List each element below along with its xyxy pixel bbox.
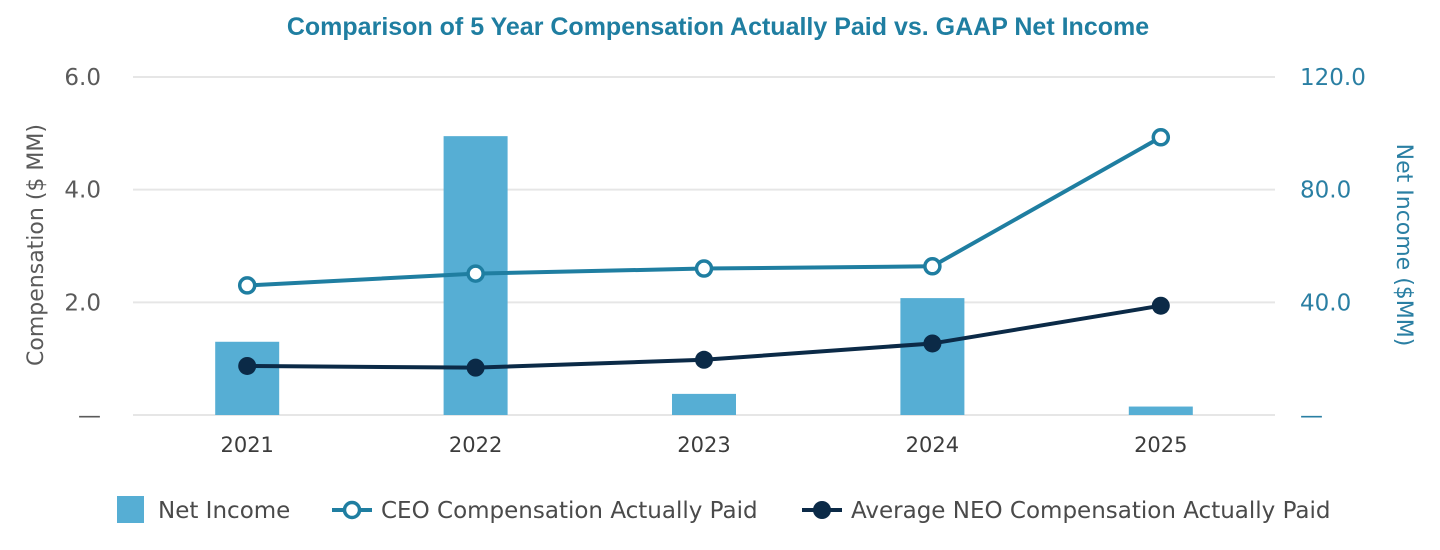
chart-title: Comparison of 5 Year Compensation Actual… — [287, 13, 1149, 41]
net-income-bar — [672, 393, 736, 415]
legend-net-income-swatch — [117, 496, 144, 523]
x-tick-label: 2024 — [906, 433, 959, 457]
left-tick-label: — — [78, 403, 101, 429]
left-tick-label: 4.0 — [64, 178, 101, 204]
legend-ceo-label: CEO Compensation Actually Paid — [381, 498, 758, 524]
ceo-compensation-point — [923, 257, 942, 276]
ceo-compensation-point — [1151, 128, 1171, 147]
ceo-compensation-point — [466, 264, 485, 283]
x-axis-ticks: 2021 2022 2023 2024 2025 — [220, 433, 1187, 457]
x-tick-label: 2021 — [220, 433, 273, 457]
right-tick-label: 120.0 — [1300, 65, 1366, 91]
left-tick-label: 2.0 — [64, 290, 101, 316]
legend-ceo-marker — [342, 500, 362, 520]
net-income-bar — [900, 298, 965, 415]
ceo-compensation-point — [237, 276, 257, 295]
x-tick-label: 2023 — [677, 433, 730, 457]
neo-compensation-point — [923, 334, 942, 353]
right-tick-label: 80.0 — [1300, 178, 1351, 204]
right-tick-label: — — [1300, 403, 1323, 429]
neo-compensation-point — [466, 358, 485, 377]
legend: Net Income CEO Compensation Actually Paid… — [117, 496, 1331, 524]
compensation-lines — [237, 128, 1171, 377]
left-axis-label: Compensation ($ MM) — [24, 124, 49, 366]
right-tick-label: 40.0 — [1300, 290, 1351, 316]
right-axis-ticks: — 40.0 80.0 120.0 — [1300, 65, 1366, 429]
ceo-compensation-point — [694, 259, 714, 278]
legend-net-income-label: Net Income — [158, 498, 290, 524]
neo-compensation-point — [695, 350, 713, 369]
legend-neo-label: Average NEO Compensation Actually Paid — [851, 498, 1331, 524]
left-tick-label: 6.0 — [64, 65, 101, 91]
neo-compensation-point — [238, 356, 257, 375]
left-axis-ticks: — 2.0 4.0 6.0 — [64, 65, 101, 429]
right-axis-label: Net Income ($MM) — [1391, 144, 1416, 347]
net-income-bar — [215, 341, 280, 415]
net-income-bar — [1128, 406, 1193, 415]
x-tick-label: 2025 — [1134, 433, 1187, 457]
legend-neo-marker — [813, 501, 831, 519]
neo-compensation-point — [1151, 296, 1170, 315]
x-tick-label: 2022 — [449, 433, 502, 457]
